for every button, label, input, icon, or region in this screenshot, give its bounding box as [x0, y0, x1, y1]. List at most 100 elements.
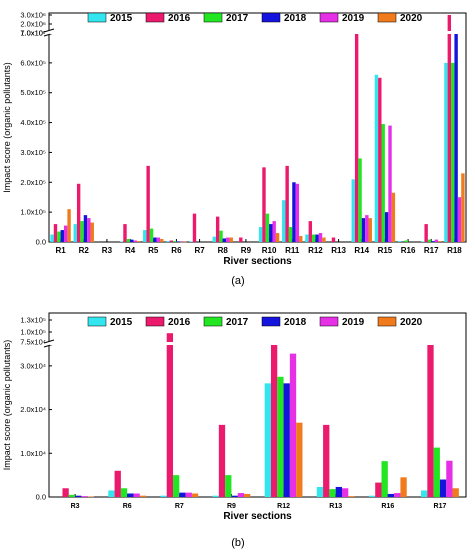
legend-swatch-2018 [261, 12, 281, 23]
bar-2018 [384, 212, 389, 242]
y-tick-label: 4.0x10⁵ [20, 118, 46, 127]
y-tick-label: 1.0x10⁵ [20, 328, 46, 337]
x-tick-label: R2 [79, 246, 90, 255]
bar-2020 [299, 236, 303, 242]
legend-swatch-2015 [87, 316, 107, 327]
bar-2015 [397, 241, 402, 242]
bar-2020 [229, 237, 233, 242]
bar-2020 [296, 422, 303, 497]
axis-break-mark [43, 28, 55, 33]
bar-2016 [447, 15, 452, 242]
bar-2017 [381, 124, 385, 242]
y-tick-label: 5.0x10⁵ [20, 88, 46, 97]
bar-2016 [270, 344, 278, 497]
bar-2020 [87, 496, 94, 498]
bar-2018 [231, 495, 238, 497]
bar-2015 [108, 490, 115, 497]
bar-2020 [452, 488, 459, 497]
bar-2016 [192, 213, 197, 242]
x-tick-label: R5 [148, 246, 159, 255]
y-tick-label: 1.0x10⁴ [20, 449, 46, 458]
caption-b: (b) [231, 537, 244, 549]
bar-2017 [288, 227, 293, 242]
x-tick-label: R16 [401, 246, 416, 255]
bar-2019 [63, 225, 68, 242]
bar-2018 [222, 238, 227, 242]
bar-2016 [262, 167, 266, 242]
legend-swatch-2019 [319, 12, 339, 23]
bar-2019 [318, 233, 323, 242]
x-tick-label: R10 [262, 246, 277, 255]
bar-2016 [354, 33, 359, 242]
chart-panel-a: 0.0 1.0x10⁵ 2.0x10⁵ 3.0x10⁵ 4.0x10⁵ 5.0x10⁵ 6.… [2, 11, 467, 267]
plot-break-gap [50, 342, 465, 345]
bar-2015 [421, 241, 425, 242]
bar-2019 [289, 353, 297, 497]
legend-label-2020: 2020 [400, 317, 423, 328]
bar-2017 [381, 461, 388, 497]
bar-2018 [269, 224, 273, 242]
y-tick-label: 3.0x10⁴ [20, 361, 46, 370]
bar-2015 [421, 490, 428, 497]
bar-2015 [264, 383, 271, 497]
bar-2015 [368, 495, 376, 497]
bar-2020 [322, 237, 326, 242]
bar-2016 [53, 224, 58, 242]
bar-2018 [454, 33, 458, 242]
plot-frame [48, 312, 467, 498]
legend-swatch-2020 [377, 316, 397, 327]
y-axis-label: Impact score (organic pollutants) [2, 62, 12, 193]
legend-swatch-2018 [261, 316, 281, 327]
bar-2015 [160, 495, 167, 497]
bar-2015 [166, 241, 170, 242]
bar-2018 [292, 182, 296, 242]
x-tick-label: R18 [447, 246, 462, 255]
bar-2016 [378, 77, 382, 243]
bar-2016 [76, 183, 81, 242]
bar-2016 [123, 224, 127, 242]
axis-break-gap [45, 30, 53, 35]
bar-2020 [391, 192, 396, 242]
bar-2015 [189, 241, 193, 242]
bar-2020 [244, 493, 251, 497]
bar-2016 [375, 482, 382, 497]
x-tick-label: R9 [241, 246, 252, 255]
y-tick-label: 7.0x10⁵ [20, 29, 46, 38]
bar-2015 [444, 62, 448, 242]
bar-2016 [239, 237, 243, 242]
bar-2018 [60, 230, 64, 242]
bar-2018 [153, 237, 157, 242]
bar-2020 [348, 496, 355, 497]
x-tick-label: R7 [194, 246, 205, 255]
bar-2020 [400, 477, 407, 497]
bar-2017 [265, 213, 270, 242]
bar-2016 [285, 165, 289, 242]
bar-2017 [427, 239, 432, 242]
bar-2017 [120, 488, 128, 497]
legend-swatch-2019 [319, 316, 339, 327]
legend-swatch-2017 [203, 12, 223, 23]
bar-2018 [283, 383, 290, 497]
bar-2016 [166, 333, 174, 497]
bar-2018 [176, 241, 180, 242]
legend-label-2015: 2015 [110, 317, 133, 328]
bar-2019 [133, 240, 137, 242]
bar-2015 [316, 486, 324, 497]
legend-label-2017: 2017 [226, 13, 249, 24]
bar-2018 [179, 492, 186, 497]
bar-2018 [439, 479, 447, 497]
bar-2020 [67, 209, 71, 242]
legend-swatch-2016 [145, 12, 165, 23]
x-tick-label: R7 [175, 503, 184, 510]
x-tick-label: R13 [329, 503, 342, 510]
bar-2015 [212, 236, 216, 242]
bar-2016 [308, 221, 313, 242]
bar-2015 [305, 234, 309, 242]
bar-2019 [156, 237, 161, 242]
x-tick-label: R11 [285, 246, 300, 255]
bar-2017 [68, 494, 76, 497]
bar-2016 [323, 424, 330, 497]
bar-2020 [160, 239, 164, 242]
